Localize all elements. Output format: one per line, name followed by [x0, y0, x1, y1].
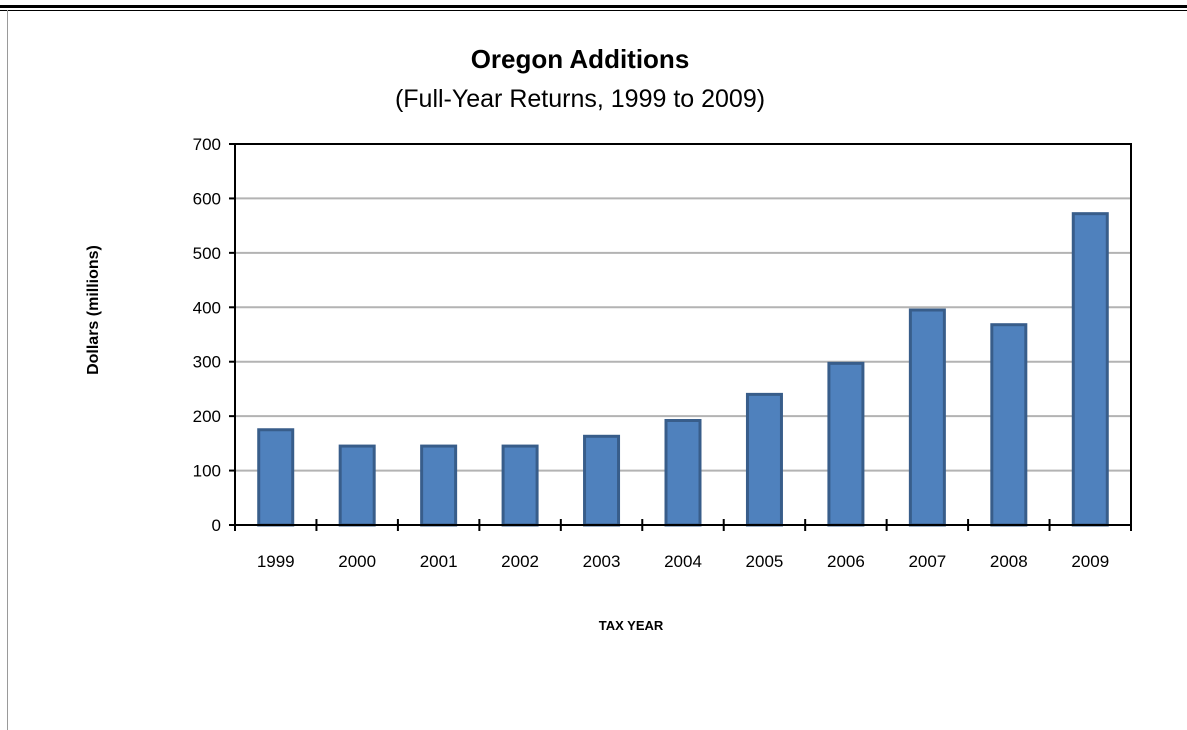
bar-2007 [908, 308, 946, 527]
y-tick-labels: 0 100 200 300 400 500 600 700 [193, 135, 221, 535]
bar-2008 [990, 323, 1028, 527]
y-tick-label: 100 [193, 462, 221, 481]
y-tick-label: 0 [212, 516, 221, 535]
bar-2006 [827, 361, 865, 527]
bar-2005 [745, 392, 783, 527]
gridlines [235, 197, 1131, 472]
bars [257, 212, 1109, 527]
x-tick-label: 2001 [420, 552, 458, 571]
y-tick-label: 500 [193, 244, 221, 263]
chart-subtitle: (Full-Year Returns, 1999 to 2009) [395, 85, 765, 113]
bar-2004 [664, 418, 702, 527]
x-tick-label: 2006 [827, 552, 865, 571]
y-tick-label: 200 [193, 407, 221, 426]
x-tick-label: 1999 [257, 552, 295, 571]
bar-2009 [1071, 212, 1109, 527]
x-tick-label: 2007 [908, 552, 946, 571]
y-tick-label: 300 [193, 353, 221, 372]
plot-area-border [234, 143, 1132, 526]
bar-2001 [420, 444, 458, 527]
bar-2003 [583, 434, 621, 527]
y-tick-label: 700 [193, 135, 221, 154]
axes [229, 143, 1132, 531]
x-axis-title: TAX YEAR [599, 618, 664, 633]
x-tick-label: 2003 [583, 552, 621, 571]
y-axis-title: Dollars (millions) [85, 245, 102, 375]
bar-1999 [257, 428, 295, 527]
x-tick-label: 2004 [664, 552, 702, 571]
bar-2000 [338, 444, 376, 527]
y-tick-label: 600 [193, 189, 221, 208]
header-rule-thin [0, 10, 1187, 11]
header-rule-thick [0, 5, 1187, 8]
x-tick-label: 2008 [990, 552, 1028, 571]
y-tick-label: 400 [193, 298, 221, 317]
x-tick-label: 2005 [746, 552, 784, 571]
x-tick-labels: 1999 2000 2001 2002 2003 2004 2005 2006 2007 2008… [257, 552, 1109, 571]
chart-title: Oregon Additions [471, 44, 690, 74]
bar-2002 [501, 444, 539, 527]
page-left-border [7, 10, 8, 730]
x-tick-label: 2002 [501, 552, 539, 571]
x-tick-label: 2009 [1071, 552, 1109, 571]
x-tick-label: 2000 [338, 552, 376, 571]
